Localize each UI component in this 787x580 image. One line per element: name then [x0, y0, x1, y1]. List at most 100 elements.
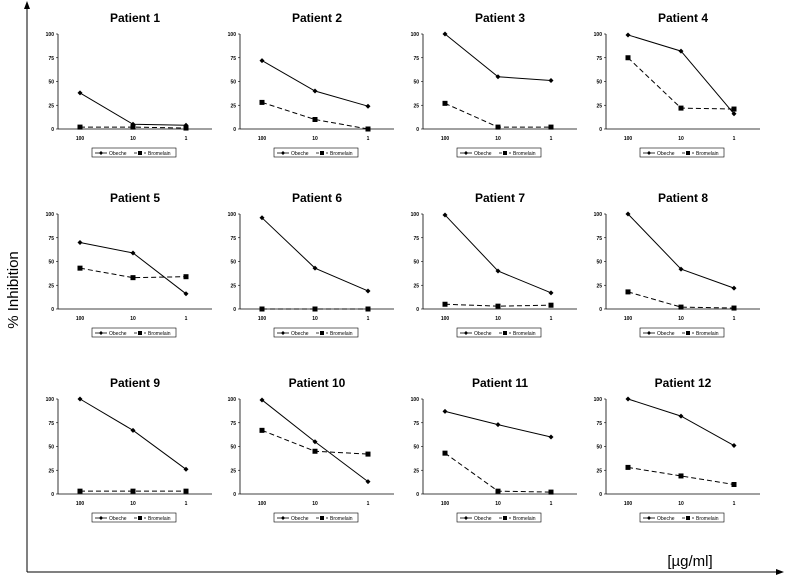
panel-title: Patient 10	[289, 376, 346, 390]
obeche-point	[548, 290, 554, 296]
legend-label-obeche: Obeche	[474, 516, 492, 522]
x-tick-label: 100	[76, 136, 85, 142]
legend-label-obeche: Obeche	[109, 151, 127, 157]
x-tick-label: 1	[550, 501, 553, 507]
obeche-point	[678, 266, 684, 272]
legend-label-obeche: Obeche	[109, 331, 127, 337]
legend-label-obeche: Obeche	[657, 516, 675, 522]
legend-marker-obeche	[647, 331, 651, 335]
series-line-bromelain	[261, 101, 369, 130]
y-tick-label: 50	[230, 445, 236, 451]
y-tick-label: 25	[413, 283, 419, 289]
panel-title: Patient 8	[658, 191, 708, 205]
obeche-point	[312, 439, 318, 445]
bromelain-point	[731, 482, 737, 487]
legend-box	[639, 147, 725, 158]
x-tick-label: 10	[495, 501, 501, 507]
panel-2: Patient 2 0 25 50 75 100 100 10 1 Obeche Bromelain	[228, 11, 394, 158]
y-tick-label: 25	[230, 283, 236, 289]
bromelain-point	[365, 306, 371, 312]
bromelain-point	[442, 450, 448, 456]
legend-label-obeche: Obeche	[474, 331, 492, 337]
legend-label-bromelain: Bromelain	[696, 516, 719, 522]
legend-label-bromelain: Bromelain	[148, 331, 171, 337]
legend-label-obeche: Obeche	[109, 516, 127, 522]
y-tick-label: 75	[230, 421, 236, 427]
x-tick-label: 10	[678, 136, 684, 142]
y-tick-label: 75	[48, 421, 54, 427]
x-tick-label: 1	[550, 136, 553, 142]
x-tick-label: 10	[495, 316, 501, 322]
x-tick-label: 100	[441, 136, 450, 142]
obeche-point	[312, 265, 318, 271]
panel-7: Patient 7 0 25 50 75 100 100 10 1 Obeche Bromelain	[411, 191, 577, 338]
legend-marker-bromelain	[138, 151, 142, 155]
y-tick-label: 100	[228, 397, 237, 403]
y-tick-label: 25	[596, 468, 602, 474]
legend-label-obeche: Obeche	[474, 151, 492, 157]
series-line-obeche	[444, 214, 552, 294]
y-tick-label: 50	[413, 445, 419, 451]
y-tick-label: 50	[596, 80, 602, 86]
obeche-point	[183, 291, 189, 297]
obeche-point	[495, 268, 501, 274]
panel-12: Patient 12 0 25 50 75 100 100 10 1 Obeche Bromelai…	[594, 376, 760, 523]
legend: Obeche Bromelain	[273, 327, 359, 338]
x-tick-label: 100	[624, 136, 633, 142]
series-line-bromelain	[79, 267, 187, 279]
panel-10: Patient 10 0 25 50 75 100 100 10 1 Obeche Bromelai…	[228, 376, 394, 523]
obeche-point	[495, 74, 501, 80]
x-tick-label: 1	[185, 136, 188, 142]
bromelain-point	[130, 488, 136, 494]
y-tick-label: 25	[48, 468, 54, 474]
y-tick-label: 50	[48, 260, 54, 266]
legend-marker-bromelain	[138, 331, 142, 335]
y-tick-label: 50	[596, 445, 602, 451]
y-tick-label: 0	[233, 492, 236, 498]
legend-box	[273, 327, 359, 338]
series-line-obeche	[261, 60, 369, 107]
y-tick-label: 100	[228, 212, 237, 218]
legend-marker-bromelain	[503, 516, 507, 520]
legend-marker-obeche	[99, 151, 103, 155]
legend-marker-bromelain	[686, 331, 690, 335]
bromelain-point	[259, 306, 265, 312]
bromelain-point	[259, 427, 265, 433]
legend: Obeche Bromelain	[273, 512, 359, 523]
bromelain-point	[625, 55, 631, 61]
y-tick-label: 75	[596, 56, 602, 62]
y-tick-label: 0	[51, 492, 54, 498]
y-tick-label: 25	[230, 103, 236, 109]
obeche-point	[77, 90, 83, 96]
obeche-point	[442, 31, 448, 37]
x-tick-label: 1	[367, 501, 370, 507]
bromelain-point	[625, 464, 631, 470]
legend: Obeche Bromelain	[456, 327, 542, 338]
legend-box	[456, 512, 542, 523]
legend-box	[456, 327, 542, 338]
bromelain-point	[678, 473, 684, 479]
y-tick-label: 75	[230, 56, 236, 62]
bromelain-point	[365, 126, 371, 132]
bromelain-point	[77, 124, 83, 130]
bromelain-point	[548, 302, 554, 308]
bromelain-point	[731, 305, 737, 311]
obeche-point	[625, 396, 631, 402]
x-tick-label: 1	[733, 136, 736, 142]
legend-label-bromelain: Bromelain	[148, 151, 171, 157]
x-tick-label: 1	[550, 316, 553, 322]
legend-marker-bromelain	[686, 516, 690, 520]
legend-box	[91, 327, 177, 338]
y-tick-label: 50	[230, 260, 236, 266]
panel-title: Patient 6	[292, 191, 342, 205]
bromelain-point	[495, 488, 501, 494]
x-tick-label: 10	[678, 316, 684, 322]
y-tick-label: 25	[596, 283, 602, 289]
obeche-point	[77, 240, 83, 245]
legend: Obeche Bromelain	[639, 327, 725, 338]
obeche-point	[259, 58, 265, 64]
y-tick-label: 75	[48, 236, 54, 242]
legend-box	[91, 147, 177, 158]
y-tick-label: 75	[230, 236, 236, 242]
